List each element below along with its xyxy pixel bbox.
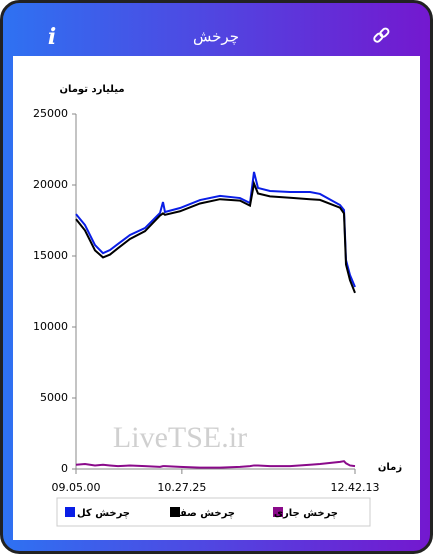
- x-tick-label: 09.05.00: [52, 481, 101, 494]
- y-tick-label: 0: [61, 462, 68, 475]
- y-tick-label: 15000: [33, 249, 68, 262]
- legend-swatch: [273, 507, 283, 517]
- content-panel: [13, 56, 420, 540]
- x-tick-label: 10.27.25: [157, 481, 206, 494]
- y-tick-label: 5000: [40, 391, 68, 404]
- watermark: LiveTSE.ir: [113, 421, 247, 454]
- series-line: [75, 179, 356, 294]
- legend-swatch: [170, 507, 180, 517]
- series-line: [75, 171, 356, 288]
- series-line: [75, 460, 356, 469]
- legend-label: چرخش جاری: [274, 508, 338, 519]
- x-tick-label: 12.42.13: [331, 481, 380, 494]
- legend: [56, 497, 371, 527]
- y-axis-title: میلیارد تومان: [59, 84, 124, 95]
- legend-label: چرخش کل: [77, 508, 130, 519]
- x-axis-title: زمان: [378, 462, 402, 473]
- page-title: چرخش: [193, 28, 239, 46]
- y-tick-label: 25000: [33, 107, 68, 120]
- info-icon[interactable]: i: [48, 24, 56, 50]
- y-tick-label: 10000: [33, 320, 68, 333]
- y-tick-label: 20000: [33, 178, 68, 191]
- legend-swatch: [65, 507, 75, 517]
- link-icon[interactable]: [373, 27, 390, 43]
- legend-label: چرخش صف: [175, 508, 235, 519]
